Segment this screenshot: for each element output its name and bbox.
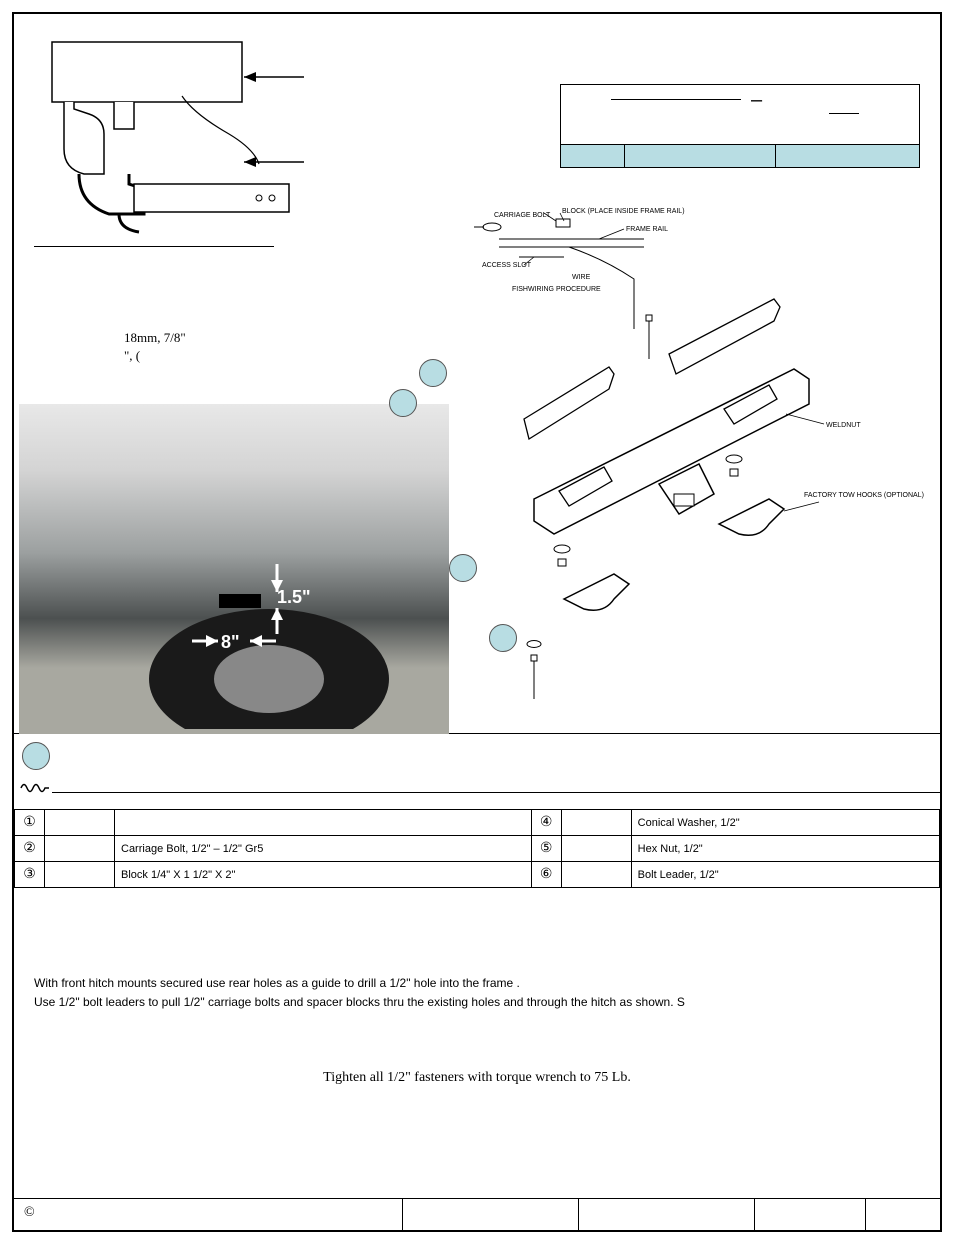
table-row: ③ Block 1/4" X 1 1/2" X 2" ⑥ Bolt Leader… (15, 862, 940, 888)
tools-line1: 18mm, 7/8" (124, 329, 186, 347)
footer-cell (579, 1199, 755, 1230)
parts-table: ① ④ Conical Washer, 1/2" ② Carriage Bolt… (14, 809, 940, 888)
callout-circle (389, 389, 417, 417)
section-divider (52, 792, 942, 793)
part-sym: ④ (531, 810, 561, 836)
heading-underline (34, 246, 274, 247)
part-qty (45, 836, 115, 862)
footer: © (14, 1198, 940, 1230)
exploded-diagram: CARRIAGE BOLT BLOCK (PLACE INSIDE FRAME … (464, 199, 944, 719)
part-qty (45, 810, 115, 836)
label-wire: WIRE (572, 274, 591, 281)
label-weldnut: WELDNUT (826, 422, 861, 429)
torque-note: Tighten all 1/2" fasteners with torque w… (34, 1067, 920, 1089)
part-desc: Block 1/4" X 1 1/2" X 2" (115, 862, 532, 888)
tools-line2: ", ( (124, 347, 186, 365)
part-desc: Bolt Leader, 1/2" (631, 862, 939, 888)
instruction-line: With front hitch mounts secured use rear… (34, 974, 920, 993)
instructions: With front hitch mounts secured use rear… (14, 919, 940, 1100)
label-tow-hooks: FACTORY TOW HOOKS (OPTIONAL) (804, 492, 924, 499)
part-qty (561, 810, 631, 836)
part-qty (561, 862, 631, 888)
callout-circle (419, 359, 447, 387)
part-desc: Conical Washer, 1/2" (631, 810, 939, 836)
part-sym: ③ (15, 862, 45, 888)
spring-icon (19, 779, 51, 797)
tools-text: 18mm, 7/8" ", ( (124, 329, 186, 364)
footer-cell (866, 1199, 940, 1230)
part-desc: Hex Nut, 1/2" (631, 836, 939, 862)
vehicle-photo: 1.5" 8" (19, 404, 449, 734)
part-sym: ⑤ (531, 836, 561, 862)
top-section: 18mm, 7/8" ", ( 1.5" 8" (14, 14, 940, 734)
instruction-line: Use 1/2" bolt leaders to pull 1/2" carri… (34, 993, 920, 1012)
page: 18mm, 7/8" ", ( 1.5" 8" (12, 12, 942, 1232)
table-row: ① ④ Conical Washer, 1/2" (15, 810, 940, 836)
table-row: ② Carriage Bolt, 1/2" – 1/2" Gr5 ⑤ Hex N… (15, 836, 940, 862)
label-access-slot: ACCESS SLOT (482, 262, 532, 269)
part-desc: Carriage Bolt, 1/2" – 1/2" Gr5 (115, 836, 532, 862)
label-fishwire: FISHWIRING PROCEDURE (512, 286, 601, 293)
part-sym: ⑥ (531, 862, 561, 888)
callout-circle (489, 624, 517, 652)
label-carriage-bolt: CARRIAGE BOLT (494, 212, 551, 219)
callout-circle (449, 554, 477, 582)
callout-circle (22, 742, 50, 770)
footer-cell (403, 1199, 579, 1230)
footer-cell (755, 1199, 866, 1230)
part-sym: ① (15, 810, 45, 836)
part-sym: ② (15, 836, 45, 862)
parts-table-wrap: ① ④ Conical Washer, 1/2" ② Carriage Bolt… (14, 809, 940, 888)
part-desc (115, 810, 532, 836)
copyright-cell: © (14, 1199, 403, 1230)
label-frame-rail: FRAME RAIL (626, 226, 668, 233)
side-view-drawing (34, 34, 304, 234)
label-block: BLOCK (PLACE INSIDE FRAME RAIL) (562, 208, 685, 215)
weight-box: – (560, 84, 920, 168)
part-qty (45, 862, 115, 888)
part-qty (561, 836, 631, 862)
